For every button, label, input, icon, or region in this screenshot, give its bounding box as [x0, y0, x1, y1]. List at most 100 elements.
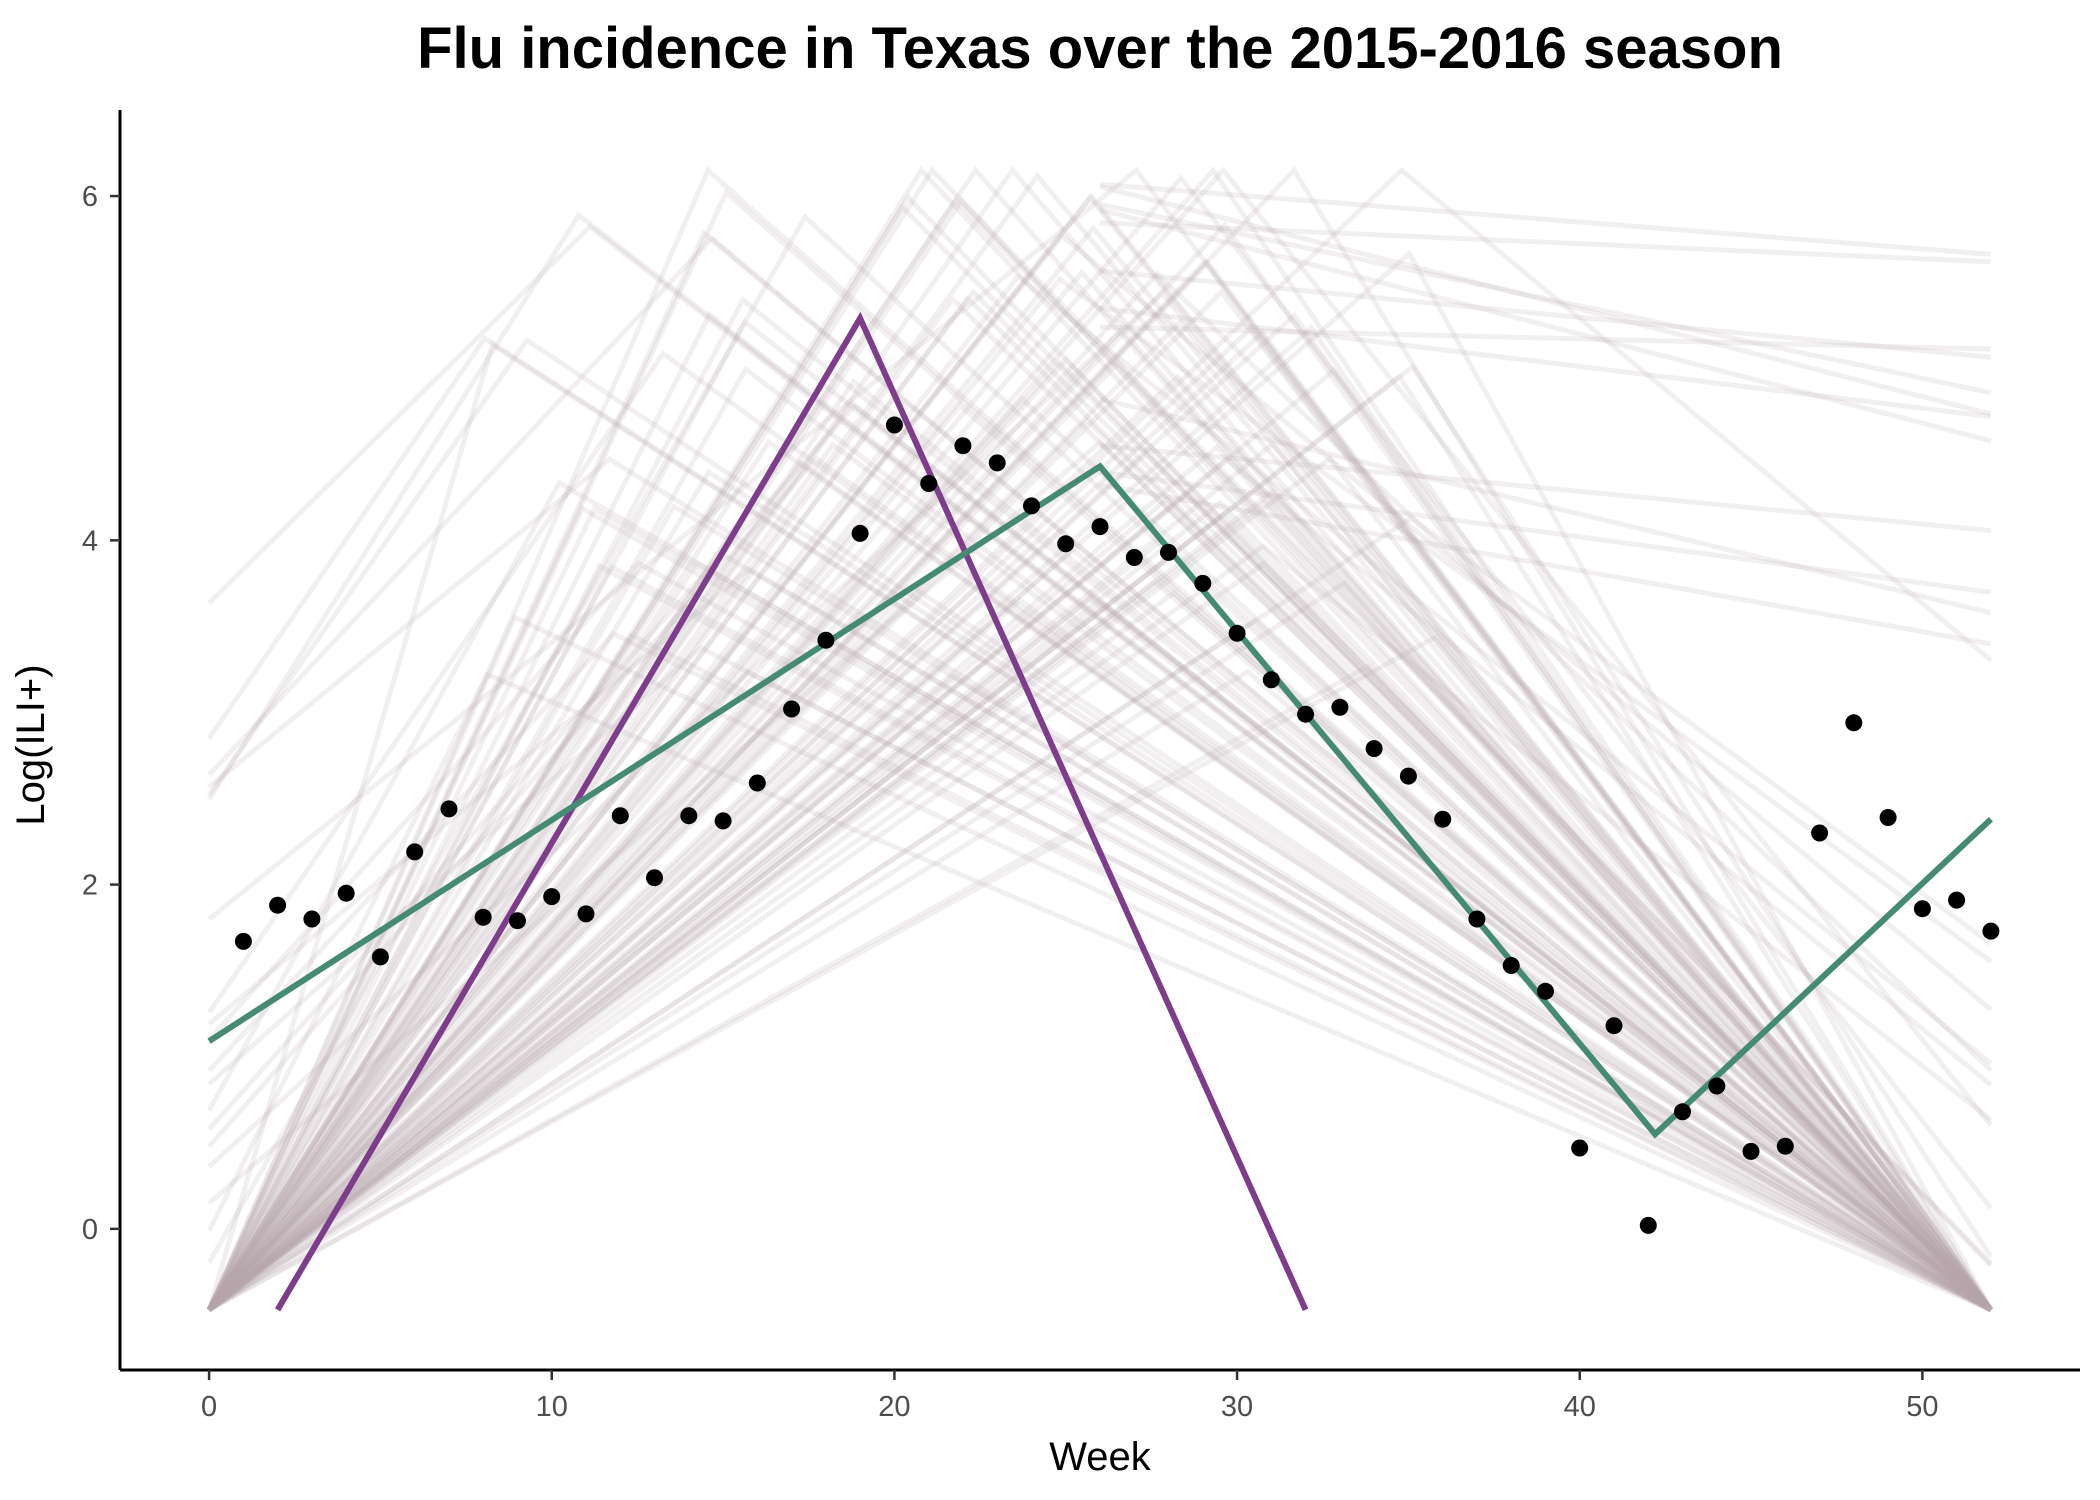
- fit-line-purple: [275, 311, 1309, 1312]
- posterior-sample-line: [206, 340, 1993, 1312]
- observed-point: [543, 888, 561, 906]
- posterior-sample-line: [207, 270, 1993, 1312]
- observed-point: [509, 912, 526, 930]
- posterior-sample-line: [206, 562, 1993, 1313]
- posterior-sample-line: [207, 328, 1993, 1312]
- chart-title: Flu incidence in Texas over the 2015-201…: [417, 16, 1783, 81]
- posterior-sample-line: [207, 565, 1993, 1312]
- posterior-sample-line: [207, 288, 1993, 1312]
- posterior-sample-line: [207, 600, 1993, 1312]
- observed-point: [1262, 671, 1280, 689]
- posterior-sample-line: [207, 196, 1993, 1312]
- posterior-sample-line: [206, 479, 1993, 1312]
- posterior-sample-line: [207, 630, 1993, 1313]
- posterior-sample-line: [1099, 220, 1992, 265]
- posterior-sample-line: [207, 416, 1993, 1312]
- posterior-sample-line: [1099, 469, 1992, 595]
- posterior-sample-line: [207, 359, 1993, 1312]
- posterior-sample-line: [206, 193, 1993, 1312]
- x-tick-label: 10: [536, 1391, 568, 1423]
- posterior-sample-line: [207, 295, 1993, 1312]
- posterior-sample-line: [207, 458, 1993, 1312]
- posterior-sample-line: [207, 663, 1993, 1312]
- observed-point: [1571, 1139, 1589, 1157]
- posterior-sample-line: [206, 203, 1993, 1312]
- observed-point: [1160, 543, 1177, 561]
- posterior-sample-line: [207, 440, 1993, 1312]
- observed-point: [440, 800, 458, 818]
- observed-point: [1365, 740, 1383, 758]
- observed-point: [1811, 824, 1829, 842]
- posterior-sample-line: [207, 579, 1993, 1312]
- posterior-sample-line: [207, 258, 1993, 1312]
- posterior-sample-line: [206, 211, 1993, 1312]
- posterior-sample-line: [207, 496, 1993, 1312]
- posterior-sample-line: [207, 488, 1993, 1312]
- observed-point: [337, 884, 355, 902]
- observed-point: [1982, 922, 2000, 940]
- observed-point: [1057, 535, 1075, 553]
- x-tick-label: 40: [1564, 1391, 1596, 1423]
- observed-point: [1023, 497, 1040, 515]
- posterior-sample-line: [207, 166, 1993, 1312]
- posterior-sample-line: [207, 275, 1993, 1312]
- posterior-sample-line: [207, 366, 1993, 1312]
- observed-point: [1948, 891, 1966, 909]
- posterior-sample-line: [207, 372, 1994, 1312]
- posterior-sample-line: [206, 295, 1993, 1312]
- posterior-sample-line: [207, 399, 1993, 1312]
- x-tick-label: 20: [878, 1391, 910, 1423]
- posterior-sample-line: [207, 542, 1993, 1312]
- posterior-sample-line: [207, 443, 1993, 1312]
- posterior-sample-line: [207, 223, 1993, 1312]
- observed-point: [783, 700, 801, 718]
- observed-point: [680, 807, 698, 825]
- observed-point: [1331, 698, 1349, 716]
- x-tick-label: 0: [201, 1391, 217, 1423]
- observed-point: [474, 908, 492, 926]
- posterior-sample-line: [207, 377, 1993, 1312]
- posterior-sample-line: [206, 631, 1993, 1313]
- observed-point: [1194, 574, 1212, 592]
- posterior-sample-line: [207, 171, 1993, 1312]
- y-tick-label: 6: [82, 181, 98, 213]
- observed-point: [234, 932, 252, 950]
- posterior-sample-line: [206, 671, 1992, 1313]
- posterior-sample-line: [207, 578, 1993, 1312]
- posterior-sample-line: [206, 188, 1993, 1312]
- posterior-sample-line: [1099, 443, 1992, 534]
- observed-point: [885, 416, 903, 434]
- observed-point: [1434, 810, 1452, 828]
- posterior-sample-line: [207, 440, 1993, 1312]
- posterior-sample-line: [207, 559, 1993, 1312]
- posterior-sample-line: [207, 546, 1993, 1312]
- posterior-sample-line: [206, 365, 1993, 1312]
- observed-point: [954, 437, 972, 455]
- observed-point: [646, 869, 663, 887]
- posterior-sample-line: [207, 174, 1993, 1312]
- posterior-sample-line: [1099, 201, 1992, 396]
- posterior-sample-line: [207, 583, 1993, 1312]
- posterior-sample-line: [207, 288, 1993, 1312]
- posterior-sample-line: [206, 563, 1993, 1313]
- posterior-sample-line: [207, 336, 1993, 1312]
- posterior-sample-line: [207, 294, 1993, 1312]
- posterior-sample-line: [206, 468, 1993, 1312]
- posterior-sample-line: [207, 668, 1993, 1312]
- posterior-sample-line: [207, 193, 1993, 1312]
- axes: 0 10 20 30 40 50 0 2 4 6: [82, 110, 2080, 1423]
- observed-point: [1228, 624, 1246, 642]
- posterior-sample-line: [207, 232, 1993, 1312]
- observed-point: [1845, 714, 1863, 732]
- posterior-sample-line: [207, 268, 1993, 1312]
- posterior-sample-line: [207, 617, 1993, 1312]
- posterior-sample-line: [1099, 268, 1992, 360]
- observed-points: [234, 416, 2000, 1234]
- observed-point: [851, 524, 869, 542]
- posterior-sample-line: [206, 166, 1993, 1312]
- posterior-sample-line: [207, 166, 1993, 1312]
- observed-point: [988, 454, 1006, 472]
- posterior-sample-line: [207, 560, 1993, 1312]
- posterior-sample-line: [207, 595, 1993, 1312]
